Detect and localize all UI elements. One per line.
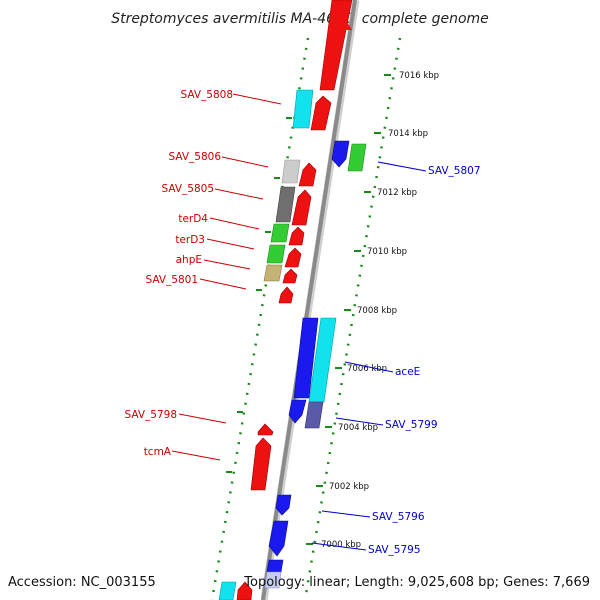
gene-label-sav-5808[interactable]: SAV_5808 <box>180 89 233 101</box>
accession-text: Accession: NC_003155 <box>8 575 156 590</box>
gene-forward-terd4b[interactable] <box>288 226 305 246</box>
tick-label-7016: 7016 kbp <box>399 71 439 81</box>
tick-label-7008: 7008 kbp <box>357 306 397 316</box>
gene-forward-5805b[interactable] <box>291 189 312 226</box>
gene-tcma[interactable] <box>250 437 272 491</box>
tick-label-7002: 7002 kbp <box>329 482 369 492</box>
tick-label-7012: 7012 kbp <box>377 188 417 198</box>
gene-label-sav-5799[interactable]: SAV_5799 <box>385 419 438 431</box>
tick-label-7014: 7014 kbp <box>388 129 428 139</box>
gene-acee-cyan[interactable] <box>308 317 337 403</box>
left-ticks <box>226 117 292 473</box>
tick-label-7006: 7006 kbp <box>347 364 387 374</box>
gene-label-terd4[interactable]: terD4 <box>178 213 208 225</box>
gene-forward-terd3b[interactable] <box>284 247 302 268</box>
gene-forward-top-arrow[interactable] <box>332 14 352 30</box>
map-title: Streptomyces avermitilis MA-4680, comple… <box>111 11 489 27</box>
gene-label-terd3[interactable]: terD3 <box>175 234 205 246</box>
gene-forward-5808b[interactable] <box>310 95 332 131</box>
gene-terd4[interactable] <box>270 223 290 243</box>
gene-sav-5805[interactable] <box>275 186 296 223</box>
gene-sav-5807b[interactable] <box>347 143 367 172</box>
gene-label-sav-5805[interactable]: SAV_5805 <box>161 183 214 195</box>
scale-ticks <box>306 74 391 545</box>
gene-bottom-red[interactable] <box>236 581 253 600</box>
gene-sav-5798[interactable] <box>257 423 274 436</box>
right-leader-lines <box>311 161 427 551</box>
gene-bottom-cyan[interactable] <box>218 581 237 600</box>
gene-bottom-lightblue[interactable] <box>264 571 282 589</box>
gene-forward-ahpeb[interactable] <box>282 268 298 284</box>
gene-label-tcma[interactable]: tcmA <box>144 446 172 458</box>
gene-label-acee[interactable]: aceE <box>395 366 420 378</box>
gene-sav-5796b[interactable] <box>268 520 289 557</box>
gene-sav-5807[interactable] <box>331 140 350 168</box>
gene-forward-5806b[interactable] <box>298 162 317 187</box>
gene-sav-5799[interactable] <box>288 399 307 424</box>
gene-label-sav-5796[interactable]: SAV_5796 <box>372 511 425 523</box>
gene-label-ahpe[interactable]: ahpE <box>176 254 202 266</box>
gene-ahpe[interactable] <box>263 264 283 282</box>
gene-label-sav-5801[interactable]: SAV_5801 <box>145 274 198 286</box>
tick-label-7010: 7010 kbp <box>367 247 407 257</box>
tick-label-7000: 7000 kbp <box>321 540 361 550</box>
gene-acee[interactable] <box>293 317 319 399</box>
gene-sav-5801[interactable] <box>278 286 294 304</box>
topology-text: Topology: linear; Length: 9,025,608 bp; … <box>243 575 590 590</box>
gene-sav-5795[interactable] <box>266 559 284 573</box>
gene-sav-5806[interactable] <box>281 159 301 184</box>
gene-terd3[interactable] <box>266 244 286 264</box>
gene-sav-5796[interactable] <box>275 494 292 516</box>
gene-label-sav-5795[interactable]: SAV_5795 <box>368 544 421 556</box>
gene-sav-5799b[interactable] <box>304 401 324 429</box>
gene-label-sav-5806[interactable]: SAV_5806 <box>168 151 221 163</box>
gene-label-sav-5798[interactable]: SAV_5798 <box>124 409 177 421</box>
tick-label-7004: 7004 kbp <box>338 423 378 433</box>
left-leader-lines <box>171 93 282 461</box>
gene-label-sav-5807[interactable]: SAV_5807 <box>428 165 481 177</box>
gene-sav-5808[interactable] <box>292 89 314 129</box>
